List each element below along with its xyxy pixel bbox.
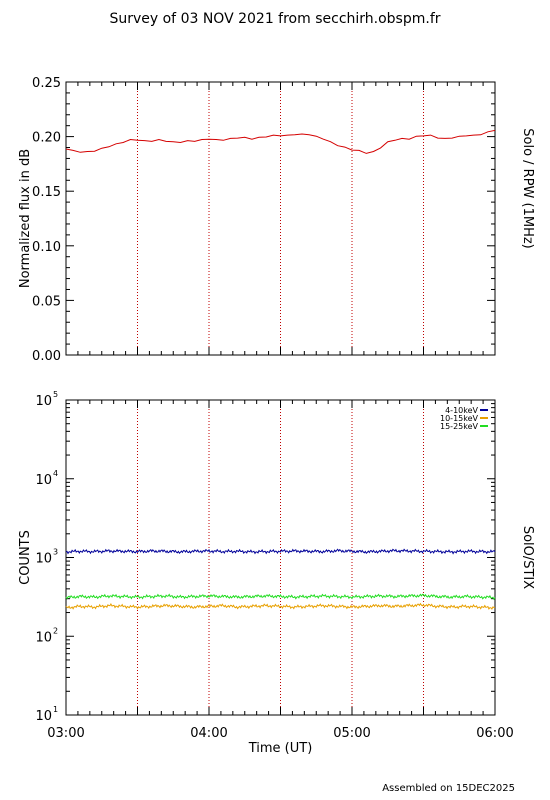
y-tick-label-base: 10 bbox=[35, 630, 52, 645]
stix-series-15-25keV bbox=[65, 593, 496, 601]
y-axis-label: COUNTS bbox=[18, 530, 33, 585]
rpw-flux-series bbox=[65, 129, 496, 154]
y-tick-label-base: 10 bbox=[35, 473, 52, 488]
y-tick-label-exponent: 2 bbox=[53, 626, 58, 635]
plot-frame bbox=[65, 81, 496, 356]
y-tick-label: 0.25 bbox=[32, 76, 61, 91]
stix-series-10-15keV bbox=[65, 602, 496, 610]
right-instrument-label: SolO/STIX bbox=[520, 526, 535, 589]
assembled-footer: Assembled on 15DEC2025 bbox=[382, 783, 515, 794]
rpw-panel: 0.00 0.05 0.10 0.15 0.20 0.25 Normalized flux … bbox=[18, 76, 535, 364]
y-tick-label-base: 10 bbox=[35, 709, 52, 724]
chart-title: Survey of 03 NOV 2021 from secchirh.obsp… bbox=[109, 11, 440, 27]
y-tick-label-exponent: 4 bbox=[53, 469, 58, 478]
y-axis-label: Normalized flux in dB bbox=[18, 149, 33, 288]
x-tick-label: 04:00 bbox=[190, 726, 227, 741]
x-tick-label: 06:00 bbox=[476, 726, 513, 741]
y-tick-label-base: 10 bbox=[35, 394, 52, 409]
y-tick-label-exponent: 1 bbox=[53, 705, 58, 714]
x-axis-label: Time (UT) bbox=[248, 741, 313, 756]
legend-label: 15-25keV bbox=[440, 422, 479, 431]
y-tick-label: 0.05 bbox=[32, 294, 61, 309]
y-tick-label: 0.15 bbox=[32, 185, 61, 200]
y-tick-label-exponent: 3 bbox=[53, 548, 58, 557]
y-tick-label-base: 10 bbox=[35, 552, 52, 567]
x-tick-label: 05:00 bbox=[333, 726, 370, 741]
y-tick-label: 0.20 bbox=[32, 131, 61, 146]
y-tick-label-exponent: 5 bbox=[53, 390, 58, 399]
stix-series-4-10keV bbox=[65, 548, 496, 555]
x-tick-label: 03:00 bbox=[47, 726, 84, 741]
y-tick-label: 0.10 bbox=[32, 240, 61, 255]
y-tick-label: 0.00 bbox=[32, 349, 61, 364]
legend-label: 10-15keV bbox=[440, 414, 479, 423]
right-instrument-label: Solo / RPW (1MHz) bbox=[520, 128, 535, 249]
legend-label: 4-10keV bbox=[445, 406, 478, 415]
